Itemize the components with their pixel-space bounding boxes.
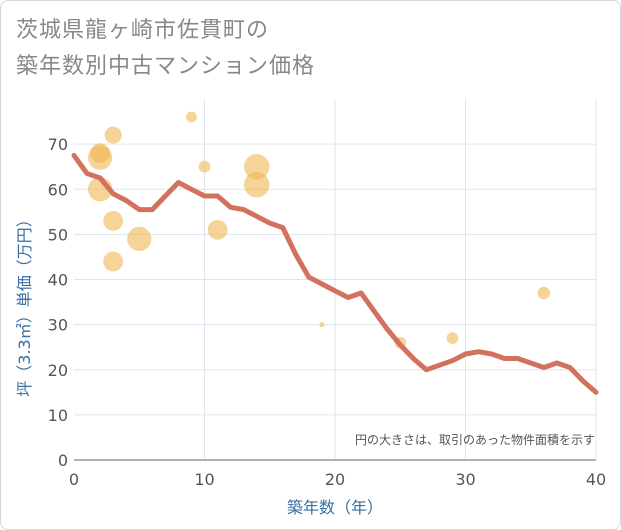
data-bubble <box>103 210 124 231</box>
y-axis-label: 坪（3.3㎡）単価（万円） <box>15 211 34 396</box>
data-bubble <box>104 126 122 144</box>
x-axis-label: 築年数（年） <box>287 498 383 517</box>
y-tick-label: 60 <box>48 180 68 199</box>
data-bubble <box>319 322 325 328</box>
y-tick-label: 70 <box>48 135 68 154</box>
y-tick-label: 50 <box>48 225 68 244</box>
data-bubble <box>243 172 270 198</box>
y-tick-label: 0 <box>58 451 68 470</box>
axis-layer: 0 10 20 30 40 50 60 70 0 10 20 30 40 <box>48 135 607 489</box>
chart-title: 茨城県龍ヶ崎市佐貫町の 築年数別中古マンション価格 <box>16 13 556 85</box>
x-tick-label: 20 <box>325 470 345 489</box>
data-bubble <box>207 219 228 240</box>
y-tick-label: 30 <box>48 316 68 335</box>
average-price-line <box>71 152 599 395</box>
data-bubble <box>537 286 551 300</box>
x-tick-label: 30 <box>455 470 475 489</box>
x-tick-label: 10 <box>194 470 214 489</box>
chart-title-line-2: 築年数別中古マンション価格 <box>16 54 316 79</box>
y-tick-label: 20 <box>48 361 68 380</box>
data-bubble <box>446 332 459 345</box>
bubble-layer <box>87 111 551 349</box>
area-note: 円の大きさは、取引のあった物件面積を示す <box>355 432 595 447</box>
data-bubble <box>103 251 124 272</box>
data-bubble <box>198 160 211 173</box>
x-tick-label: 40 <box>586 470 606 489</box>
data-bubble <box>243 153 270 180</box>
y-tick-label: 40 <box>48 271 68 290</box>
chart-title-line-1: 茨城県龍ヶ崎市佐貫町の <box>16 18 270 43</box>
y-tick-label: 10 <box>48 406 68 425</box>
grid-layer <box>74 99 597 460</box>
x-tick-label: 0 <box>69 470 79 489</box>
data-bubble <box>90 143 110 164</box>
data-bubble <box>186 111 197 123</box>
data-bubble <box>127 226 152 252</box>
line-layer <box>71 152 599 395</box>
